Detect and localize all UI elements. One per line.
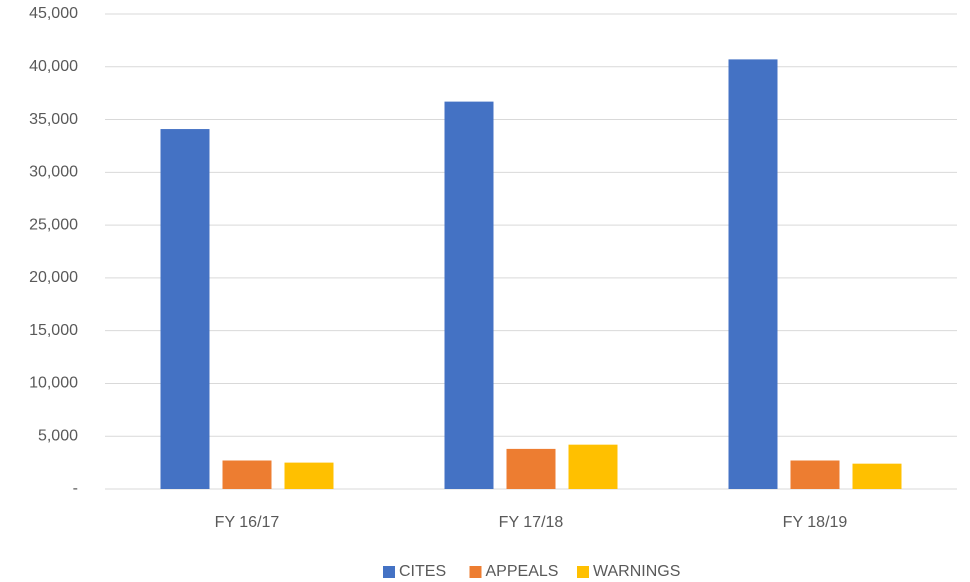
bar: [568, 444, 618, 489]
legend-label: APPEALS: [486, 563, 559, 580]
legend-label: WARNINGS: [593, 563, 680, 580]
y-tick-label: 10,000: [29, 375, 78, 392]
x-tick-label: FY 16/17: [215, 514, 280, 531]
legend-label: CITES: [399, 563, 446, 580]
x-tick-label: FY 18/19: [783, 514, 848, 531]
y-tick-label: 15,000: [29, 322, 78, 339]
bar: [284, 462, 334, 489]
bar: [852, 463, 902, 489]
y-tick-label: -: [73, 480, 78, 497]
bar: [444, 101, 494, 489]
bar: [160, 129, 210, 490]
y-tick-label: 30,000: [29, 164, 78, 181]
y-tick-label: 40,000: [29, 58, 78, 75]
legend-swatch: [383, 566, 395, 578]
x-tick-label: FY 17/18: [499, 514, 564, 531]
legend-swatch: [469, 566, 482, 578]
y-tick-label: 25,000: [29, 216, 78, 233]
y-tick-label: 5,000: [38, 427, 78, 444]
bar: [506, 448, 556, 489]
legend-swatch: [577, 566, 589, 578]
bar: [790, 460, 840, 489]
bar: [222, 460, 272, 489]
y-tick-label: 20,000: [29, 269, 78, 286]
bar: [728, 59, 778, 490]
y-tick-label: 35,000: [29, 111, 78, 128]
y-tick-label: 45,000: [29, 5, 78, 22]
